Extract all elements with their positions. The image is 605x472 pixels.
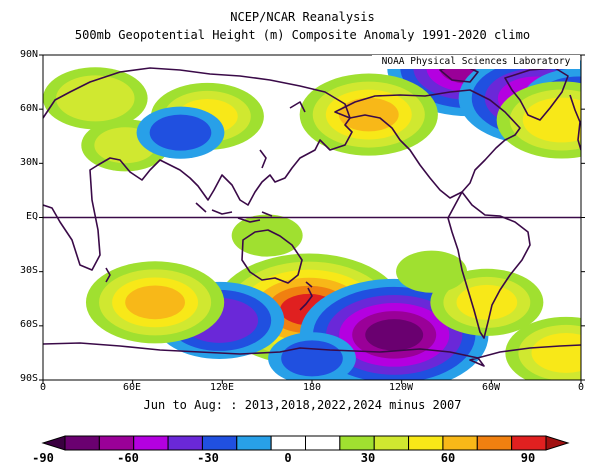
- coast-new-zealand: [299, 281, 313, 311]
- lon-tick-label: 60W: [481, 382, 501, 393]
- colorbar-tick-label: 90: [520, 451, 536, 465]
- colorbar-segment: [408, 435, 444, 451]
- colorbar-segment: [305, 435, 341, 451]
- lat-tick-label: 60S: [19, 319, 38, 330]
- composite-caption: Jun to Aug: : 2013,2018,2022,2024 minus …: [143, 398, 462, 412]
- anomaly-center: [231, 214, 303, 257]
- anomaly-contour-band: [281, 340, 343, 377]
- coast-eurasia-africa: [43, 67, 353, 271]
- lat-tick-label: 90N: [19, 49, 38, 60]
- coast-indonesia: [195, 202, 273, 223]
- lon-tick-label: 120W: [388, 382, 414, 393]
- colorbar-tick-label: 30: [360, 451, 376, 465]
- anomaly-contour-band: [149, 114, 212, 151]
- anomaly-contour-band: [365, 319, 424, 351]
- colorbar-segment: [64, 435, 100, 451]
- colorbar: [41, 435, 570, 451]
- anomaly-center: [299, 73, 438, 156]
- colorbar-segment: [133, 435, 169, 451]
- anomaly-center: [85, 261, 225, 344]
- lat-tick-label: EQ: [25, 211, 38, 222]
- colorbar-tick-label: -30: [197, 451, 219, 465]
- colorbar-segment: [339, 435, 375, 451]
- lon-tick-label: 0: [577, 382, 585, 393]
- chart-title: NCEP/NCAR Reanalysis: [230, 10, 375, 24]
- lat-tick-label: 60N: [19, 103, 38, 114]
- anomaly-contour-band: [231, 214, 303, 257]
- anomaly-center: [136, 106, 225, 159]
- colorbar-tick-label: -60: [117, 451, 139, 465]
- colorbar-segment: [442, 435, 478, 451]
- colorbar-segment: [511, 435, 547, 451]
- colorbar-segment: [201, 435, 238, 451]
- lat-tick-label: 90S: [19, 373, 38, 384]
- anomaly-center: [505, 316, 581, 380]
- colorbar-segment: [373, 435, 410, 451]
- anomaly-contour-band: [456, 284, 518, 320]
- colorbar-segment: [167, 435, 203, 451]
- credit-label: NOAA Physical Sciences Laboratory: [372, 55, 580, 69]
- anomaly-contour-band: [125, 285, 185, 320]
- anomaly-contour-band: [522, 97, 581, 143]
- anomaly-center: [43, 67, 148, 130]
- coast-europe: [569, 94, 581, 151]
- coastlines: [43, 63, 581, 367]
- coast-japan: [259, 101, 306, 169]
- colorbar-segment: [270, 435, 306, 451]
- anomaly-contours: [43, 55, 581, 380]
- axis-ticks: [39, 54, 585, 384]
- anomaly-contour-band: [396, 250, 468, 293]
- colorbar-tick-label: 0: [284, 451, 292, 465]
- lat-tick-label: 30S: [19, 265, 38, 276]
- coast-australia: [241, 229, 303, 284]
- colorbar-segment: [236, 435, 272, 451]
- chart-subtitle: 500mb Geopotential Height (m) Composite …: [74, 28, 531, 42]
- anomaly-contour-band: [531, 332, 581, 373]
- coast-antarctica: [43, 342, 581, 367]
- anomaly-contour-band: [338, 97, 399, 132]
- colorbar-tick-label: 60: [440, 451, 456, 465]
- colorbar-segment: [98, 435, 135, 451]
- coast-madagascar: [105, 267, 111, 283]
- lon-tick-label: 0: [39, 382, 47, 393]
- lat-tick-label: 30N: [19, 157, 38, 168]
- colorbar-max-arrow: [545, 435, 570, 451]
- anomaly-center: [396, 250, 468, 293]
- colorbar-tick-label: -90: [32, 451, 54, 465]
- lon-tick-label: 180: [302, 382, 322, 393]
- lon-tick-label: 120E: [209, 382, 235, 393]
- lon-tick-label: 60E: [122, 382, 142, 393]
- anomaly-contour-band: [56, 75, 135, 122]
- colorbar-segment: [476, 435, 513, 451]
- anomaly-center: [430, 268, 544, 336]
- coast-south-america: [447, 191, 531, 339]
- anomaly-center: [268, 332, 356, 380]
- colorbar-min-arrow: [41, 435, 66, 451]
- coast-north-america: [334, 89, 521, 199]
